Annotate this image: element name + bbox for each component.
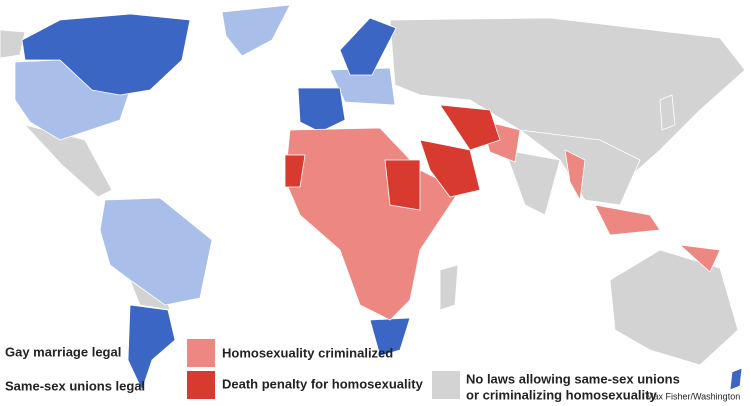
region [99,197,213,306]
region [127,304,176,392]
region [504,149,561,216]
credit: Max Fisher/Washington [646,391,740,401]
region [419,139,481,198]
region [0,29,26,59]
region [564,149,586,202]
legend-label: Death penalty for homosexuality [222,376,424,391]
region [369,317,411,357]
region [297,87,346,133]
regions [0,4,746,392]
region [21,13,191,96]
region [594,204,661,236]
legend-label: No laws allowing same-sex unions [466,371,680,386]
region [609,249,739,366]
region [384,159,421,211]
region [678,244,721,273]
region [23,124,113,198]
legend-swatch [432,371,460,399]
region [284,154,306,188]
legend-label: Gay marriage legal [5,344,121,359]
region [659,94,676,131]
legend-swatch [187,371,215,399]
legend: Gay marriage legal Same-sex unions legal… [5,339,680,402]
legend-label: or criminalizing homosexuality [466,387,657,402]
region [439,264,459,311]
legend-label: Same-sex unions legal [5,378,145,393]
region [439,104,501,151]
legend-swatch [187,339,215,367]
region [339,17,397,76]
legend-label: Homosexuality criminalized [222,345,393,360]
region [221,4,291,57]
region [729,367,743,391]
